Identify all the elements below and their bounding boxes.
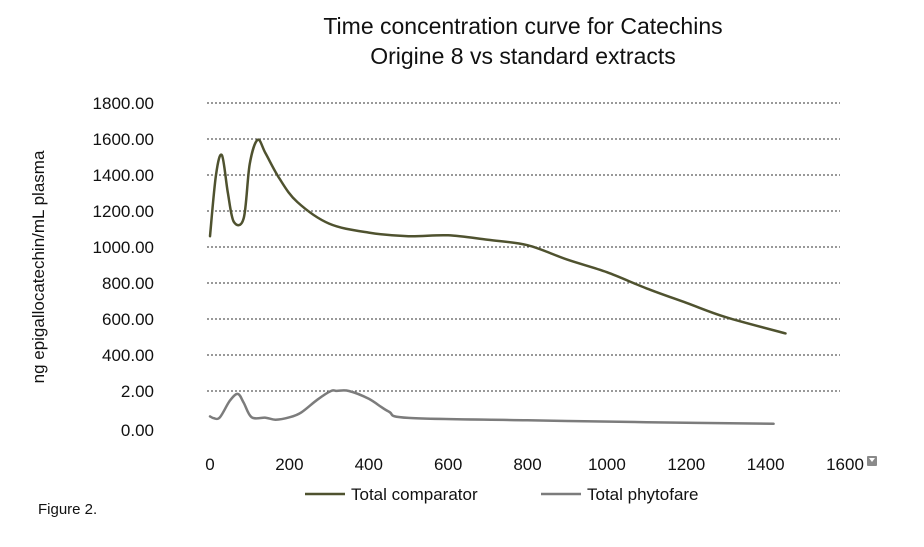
y-tick-label: 1000.00 bbox=[93, 238, 154, 257]
chart-options-icon[interactable] bbox=[867, 456, 877, 466]
y-tick-label: 400.00 bbox=[102, 346, 154, 365]
x-tick-label: 1600 bbox=[826, 455, 864, 474]
figure-caption: Figure 2. bbox=[38, 501, 98, 518]
y-axis-ticks: 0.00 2.00 400.00 600.00 800.00 1000.00 1200.00… bbox=[93, 94, 154, 440]
x-tick-label: 0 bbox=[205, 455, 214, 474]
legend: Total comparator Total phytofare bbox=[305, 485, 699, 504]
series-line-total-comparator bbox=[208, 138, 787, 335]
y-axis-label: ng epigallocatechin/mL plasma bbox=[29, 150, 48, 383]
y-tick-label: 2.00 bbox=[121, 382, 154, 401]
y-tick-label: 1600.00 bbox=[93, 130, 154, 149]
series-lines bbox=[208, 138, 787, 426]
y-tick-label: 0.00 bbox=[121, 421, 154, 440]
y-tick-label: 1800.00 bbox=[93, 94, 154, 113]
x-tick-label: 600 bbox=[434, 455, 462, 474]
legend-label-phytofare: Total phytofare bbox=[587, 485, 699, 504]
chart-title: Time concentration curve for Catechins bbox=[323, 13, 722, 39]
x-tick-label: 200 bbox=[275, 455, 303, 474]
series-line-total-phytofare bbox=[208, 389, 775, 426]
grid bbox=[207, 102, 840, 392]
x-tick-label: 1400 bbox=[747, 455, 785, 474]
x-tick-label: 1200 bbox=[667, 455, 705, 474]
y-tick-label: 1400.00 bbox=[93, 166, 154, 185]
x-tick-label: 1000 bbox=[588, 455, 626, 474]
x-axis-ticks: 0 200 400 600 800 1000 1200 1400 1600 bbox=[205, 455, 864, 474]
x-tick-label: 800 bbox=[513, 455, 541, 474]
y-tick-label: 800.00 bbox=[102, 274, 154, 293]
x-tick-label: 400 bbox=[355, 455, 383, 474]
chart-subtitle: Origine 8 vs standard extracts bbox=[370, 43, 676, 69]
y-tick-label: 600.00 bbox=[102, 310, 154, 329]
legend-label-comparator: Total comparator bbox=[351, 485, 478, 504]
y-tick-label: 1200.00 bbox=[93, 202, 154, 221]
